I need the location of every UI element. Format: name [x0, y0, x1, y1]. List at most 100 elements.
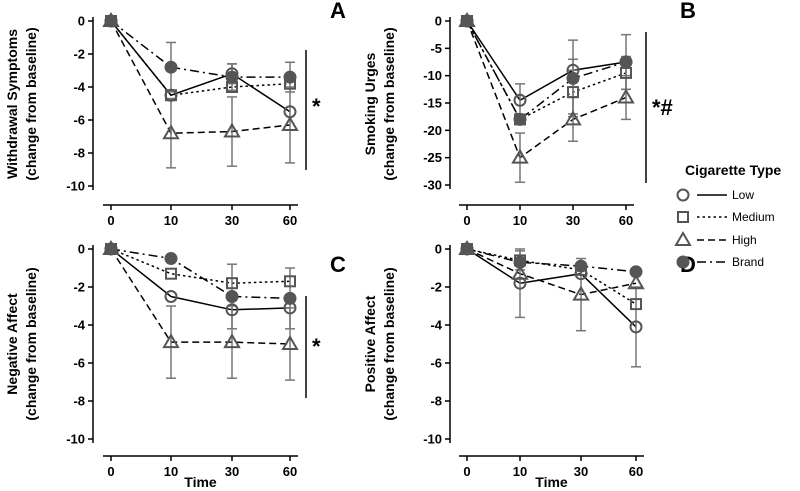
legend: Cigarette Type Low Medium High Brand [674, 162, 781, 269]
data-point-low [460, 242, 474, 256]
panel-letter: B [680, 0, 696, 23]
y-tick-label: 0 [78, 242, 85, 257]
series-line-medium [110, 248, 291, 284]
y-tick-label: -10 [423, 68, 442, 83]
y-axis-subtitle: (change from baseline) [381, 267, 397, 420]
legend-marker-low [676, 188, 690, 202]
y-tick-label: -6 [430, 356, 442, 371]
y-tick-label: -6 [73, 113, 85, 128]
data-point-brand [283, 291, 297, 305]
legend-label-medium: Medium [732, 210, 775, 224]
data-point-low [574, 267, 588, 281]
x-tick-label: 10 [164, 464, 178, 479]
y-tick-label: -25 [423, 150, 442, 165]
data-point-high [564, 110, 582, 126]
data-point-brand [164, 252, 178, 265]
data-point-high [627, 274, 645, 290]
series-line-high [466, 20, 627, 159]
series-line-brand [466, 20, 627, 121]
data-point-high [511, 148, 529, 164]
data-point-brand [164, 60, 178, 74]
data-point-low [629, 320, 643, 334]
x-tick-label: 60 [619, 213, 633, 228]
data-point-medium [630, 298, 642, 311]
x-tick-label: 0 [107, 213, 114, 228]
data-point-low [460, 14, 474, 28]
y-tick-label: -20 [423, 123, 442, 138]
legend-label-low: Low [732, 188, 754, 202]
series-line-brand [466, 248, 637, 273]
x-tick-label: 30 [225, 464, 239, 479]
data-point-medium [226, 81, 238, 93]
y-tick-label: -30 [423, 178, 442, 193]
y-axis-title: Positive Affect [362, 295, 378, 392]
panel-a-withdrawal-chart: 0 -2 -4 -6 -8 -10 0 10 30 60 Withdrawal Symptoms (c… [4, 0, 346, 228]
data-point-high [223, 122, 241, 138]
x-tick-label: 10 [164, 213, 178, 228]
y-tick-label: -8 [73, 394, 85, 409]
data-point-low [283, 301, 297, 315]
data-point-low [225, 303, 239, 317]
data-point-low [513, 93, 527, 107]
series-line-high [466, 248, 637, 296]
series-line-medium [466, 248, 637, 305]
y-axis-subtitle: (change from baseline) [381, 27, 397, 180]
data-point-low [619, 55, 633, 69]
x-tick-label: 60 [629, 464, 643, 479]
y-tick-label: -5 [430, 41, 442, 56]
y-tick-label: -2 [73, 47, 85, 62]
x-tick-label: 0 [463, 213, 470, 228]
legend-marker-brand [676, 255, 690, 269]
data-point-low [513, 276, 527, 290]
y-axis-title: Negative Affect [4, 293, 20, 395]
data-point-high [281, 115, 299, 131]
data-point-medium [567, 86, 579, 99]
series-line-low [466, 20, 627, 102]
significance-marker: *# [652, 95, 673, 120]
y-tick-label: -4 [73, 80, 85, 95]
x-tick-label: 60 [283, 213, 297, 228]
series-line-low [466, 248, 637, 328]
significance-marker: * [312, 334, 321, 359]
data-point-high [223, 333, 241, 349]
legend-label-high: High [732, 233, 757, 247]
data-point-high [281, 335, 299, 350]
y-tick-label: -2 [73, 280, 85, 295]
legend-marker-medium [677, 211, 689, 223]
data-point-medium [514, 254, 526, 267]
data-point-low [225, 67, 239, 81]
y-tick-label: -6 [73, 356, 85, 371]
data-point-low [164, 88, 178, 102]
x-axis-title: Time [184, 474, 217, 490]
y-tick-label: -4 [73, 318, 85, 333]
y-tick-label: -2 [430, 280, 442, 295]
x-tick-label: 0 [463, 464, 470, 479]
y-axis-title: Withdrawal Symptoms [4, 29, 20, 179]
x-tick-label: 10 [513, 213, 527, 228]
data-point-medium [165, 267, 177, 280]
data-point-brand [513, 112, 527, 126]
y-tick-label: -8 [430, 394, 442, 409]
y-tick-label: 0 [78, 14, 85, 29]
series-line-low [110, 20, 291, 113]
legend-label-brand: Brand [732, 255, 764, 269]
x-axis-title: Time [535, 474, 568, 490]
data-point-high [162, 124, 180, 140]
data-point-low [104, 14, 118, 28]
series-line-high [110, 20, 291, 134]
data-point-brand [225, 290, 239, 303]
data-point-low [283, 105, 297, 119]
data-point-medium [284, 275, 296, 288]
panel-c-negative-affect-chart: 0 -2 -4 -6 -8 -10 0 10 30 60 Time Negative Affect (c… [4, 240, 346, 490]
data-point-low [164, 290, 178, 303]
x-tick-label: 30 [574, 464, 588, 479]
series-line-high [110, 248, 291, 345]
y-axis-title: Smoking Urges [362, 52, 378, 155]
data-point-medium [514, 113, 526, 126]
series-line-brand [110, 248, 291, 300]
data-point-brand [283, 70, 297, 84]
x-tick-label: 30 [225, 213, 239, 228]
y-axis-subtitle: (change from baseline) [23, 267, 39, 420]
x-tick-label: 60 [283, 464, 297, 479]
